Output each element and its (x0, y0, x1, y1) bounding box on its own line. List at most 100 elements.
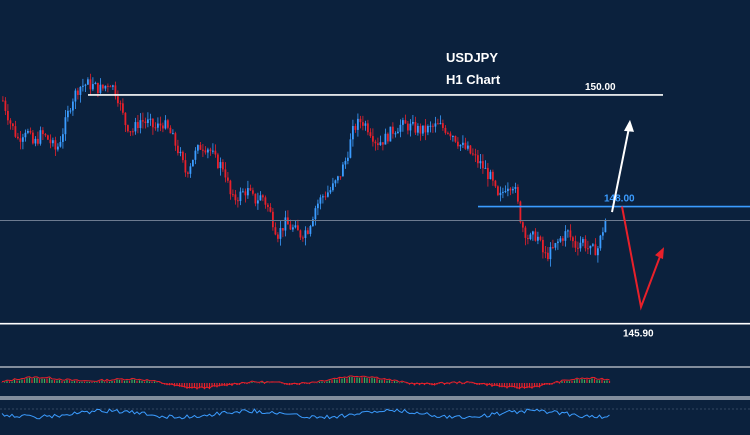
candle-body (574, 241, 577, 248)
candle-body (57, 146, 59, 150)
candle-body (452, 136, 454, 138)
candle-body (177, 145, 179, 154)
candle-body (137, 122, 139, 129)
candle (52, 137, 54, 147)
candle-body (277, 234, 279, 239)
candle (167, 118, 169, 130)
candle-body (194, 150, 197, 160)
candle-body (337, 176, 339, 181)
candle-body (89, 79, 92, 90)
candle-body (59, 141, 62, 147)
candle-body (312, 219, 314, 227)
candle (7, 104, 9, 125)
candle (42, 127, 44, 141)
candle-body (387, 133, 389, 142)
candle (107, 83, 109, 93)
candle (552, 239, 554, 250)
candle-body (332, 183, 334, 191)
candle (504, 185, 507, 194)
candle (332, 177, 334, 192)
candle-body (142, 120, 144, 122)
candle (24, 129, 27, 142)
candle-body (522, 222, 524, 228)
candle (234, 190, 237, 205)
candle (54, 136, 57, 157)
candle (139, 113, 142, 134)
candle-body (582, 239, 584, 243)
candle-body (579, 242, 582, 249)
level-label: 150.00 (585, 82, 616, 93)
candle (14, 120, 17, 139)
candle-body (567, 230, 569, 232)
candle-body (274, 227, 277, 235)
candle (142, 112, 144, 129)
candle (344, 157, 347, 169)
candle-body (94, 82, 97, 85)
candle-body (72, 101, 74, 111)
candle (177, 139, 179, 156)
candle (587, 240, 589, 254)
candle-body (284, 217, 287, 231)
candle-body (114, 85, 117, 97)
candle-body (272, 211, 274, 228)
candle-body (462, 142, 464, 145)
candle-body (459, 144, 462, 147)
candle (219, 157, 222, 176)
candle (557, 238, 559, 250)
candle-body (562, 238, 564, 241)
candle-body (514, 187, 517, 189)
candle (499, 186, 502, 202)
candle (502, 187, 504, 199)
candle (399, 119, 402, 138)
projection-arrowhead-down-up (655, 247, 664, 260)
candle (17, 132, 19, 140)
candle (244, 188, 247, 203)
candle (334, 179, 337, 187)
candle-body (464, 142, 467, 149)
candle (422, 125, 424, 137)
candle (407, 121, 409, 135)
candle (179, 147, 182, 157)
candle (57, 143, 59, 152)
candle (34, 136, 37, 147)
candle (507, 182, 509, 197)
candle (547, 247, 549, 262)
candle-body (469, 145, 472, 154)
candle-body (339, 176, 342, 178)
candle (567, 229, 569, 238)
candle-body (217, 154, 219, 169)
candle (227, 171, 229, 183)
candle (522, 220, 524, 233)
candle (372, 128, 374, 147)
candle (124, 112, 127, 132)
candle-body (434, 123, 437, 127)
candle (544, 246, 547, 259)
candle-body (479, 161, 482, 164)
candle-body (447, 132, 449, 134)
candle (474, 148, 477, 162)
candle (119, 100, 122, 111)
candle-body (229, 180, 232, 195)
candle-body (202, 149, 204, 151)
candle (492, 169, 494, 186)
candle (429, 121, 432, 133)
candle-body (319, 197, 322, 204)
candle-body (179, 151, 182, 154)
candle-body (502, 191, 504, 193)
candle-body (234, 194, 237, 201)
candle-body (327, 192, 329, 197)
candle (157, 117, 159, 132)
candle-body (152, 118, 154, 128)
candle-body (352, 126, 354, 140)
candle-body (357, 118, 359, 130)
candle (419, 123, 422, 141)
candle (377, 137, 379, 151)
candle (297, 219, 299, 231)
candle-body (307, 230, 309, 234)
candle-body (19, 138, 22, 142)
candle-body (349, 139, 352, 158)
indicator-line (1, 408, 610, 420)
candle-body (329, 190, 332, 193)
candle-body (539, 236, 542, 240)
candle-body (524, 227, 527, 238)
